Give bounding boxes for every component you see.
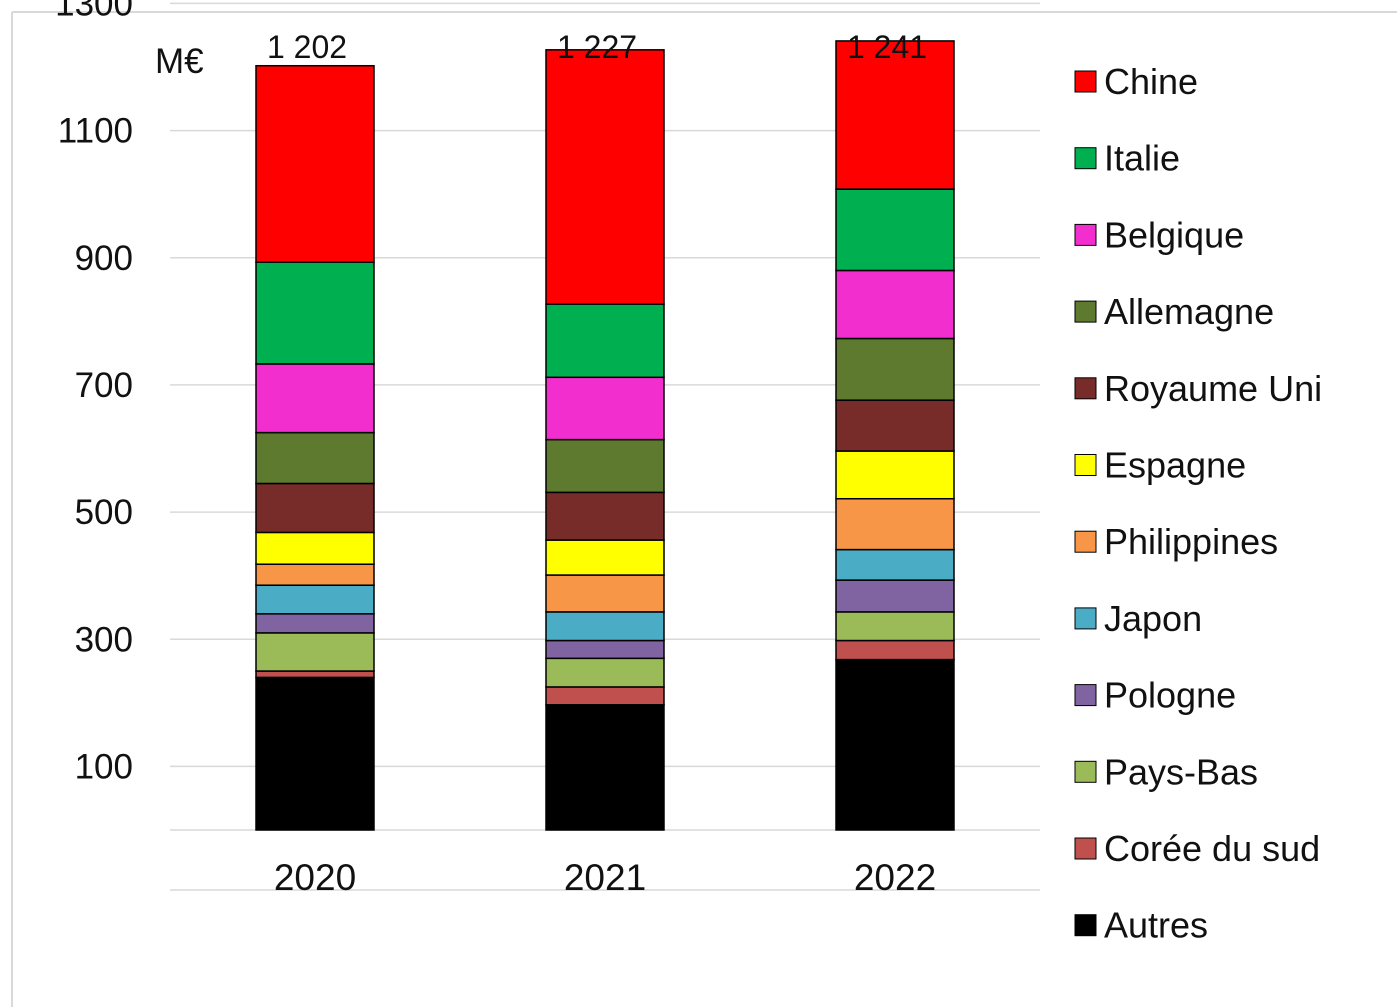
bar-segment — [255, 613, 375, 634]
bar-segment — [835, 40, 955, 190]
legend-entry-label: Espagne — [1104, 445, 1246, 486]
legend-swatch — [1074, 530, 1097, 553]
legend: Chine Italie Belgique Allemagne Royaume Uni E… — [1074, 61, 1322, 946]
legend-entry-label: Pologne — [1104, 675, 1236, 716]
legend-entry-label: Royaume Uni — [1104, 368, 1322, 409]
bar-total-label: 1 241 — [847, 29, 927, 65]
bar-segment — [835, 450, 955, 500]
legend-entry-label: Autres — [1104, 905, 1208, 946]
bar-segment — [255, 632, 375, 672]
legend-swatch — [1074, 377, 1097, 400]
bars — [255, 40, 955, 831]
x-tick-label: 2022 — [854, 857, 936, 898]
bar-segment — [545, 303, 665, 379]
bar-segment — [255, 563, 375, 586]
bar-segment — [545, 438, 665, 494]
legend-entry-label: Corée du sud — [1104, 828, 1320, 869]
legend-swatch — [1074, 914, 1097, 937]
y-tick-label: 100 — [75, 747, 133, 786]
y-tick-label: 500 — [75, 493, 133, 532]
y-tick-label: 1300 — [55, 0, 133, 23]
bar-segment — [255, 261, 375, 365]
bar-segment — [545, 49, 665, 305]
legend-swatch — [1074, 684, 1097, 707]
y-tick-label: 900 — [75, 239, 133, 278]
bar-segment — [835, 497, 955, 551]
x-tick-label: 2020 — [274, 857, 356, 898]
bar-segment — [545, 491, 665, 541]
legend-swatch — [1074, 454, 1097, 476]
bar-segment — [255, 431, 375, 485]
legend-swatch — [1074, 607, 1097, 630]
bar-segment — [835, 639, 955, 661]
bar-segment — [255, 363, 375, 434]
bar-segment — [255, 64, 375, 263]
legend-entry-label: Chine — [1104, 61, 1198, 102]
bar-segment — [545, 611, 665, 642]
bar-segment — [835, 399, 955, 452]
y-axis-unit-label: M€ — [155, 42, 204, 81]
bar-segment — [835, 337, 955, 401]
legend-entry-label: Japon — [1104, 598, 1202, 639]
y-tick-label: 300 — [75, 620, 133, 659]
bar-total-label: 1 202 — [267, 29, 347, 65]
total-labels: 1 202 1 227 1 241 — [267, 29, 927, 65]
x-axis-tick-labels: 2020 2021 2022 — [274, 857, 936, 898]
bar-segment — [545, 574, 665, 613]
bar-segment — [545, 686, 665, 706]
bar-segment — [545, 376, 665, 441]
bar-segment — [255, 531, 375, 565]
bar-segment — [835, 548, 955, 581]
legend-swatch — [1074, 70, 1097, 93]
legend-entry-label: Allemagne — [1104, 291, 1274, 332]
x-tick-label: 2021 — [564, 857, 646, 898]
bar-segment — [835, 188, 955, 272]
bar-total-label: 1 227 — [557, 29, 637, 65]
bar-segment — [545, 639, 665, 660]
legend-swatch — [1074, 837, 1097, 860]
bar-segment — [255, 482, 375, 534]
bar-segment — [545, 539, 665, 576]
bar-segment — [545, 703, 665, 831]
legend-swatch — [1074, 223, 1097, 246]
bar-segment — [255, 670, 375, 679]
bar-segment — [835, 269, 955, 340]
bar-segment — [545, 657, 665, 688]
legend-entry-label: Italie — [1104, 138, 1180, 179]
bar-segment — [255, 584, 375, 615]
legend-entry-label: Philippines — [1104, 521, 1278, 562]
bar-segment — [835, 658, 955, 831]
y-tick-label: 700 — [75, 366, 133, 405]
y-axis-tick-labels: 100 300 500 700 900 1100 1300 — [55, 0, 133, 786]
bar-segment — [835, 611, 955, 642]
legend-entry-label: Belgique — [1104, 214, 1244, 255]
legend-swatch — [1074, 300, 1097, 323]
legend-swatch — [1074, 760, 1097, 783]
legend-entry-label: Pays-Bas — [1104, 751, 1258, 792]
y-tick-label: 1100 — [58, 112, 133, 151]
bar-segment — [835, 579, 955, 613]
legend-swatch — [1074, 147, 1097, 170]
bar-segment — [255, 676, 375, 831]
